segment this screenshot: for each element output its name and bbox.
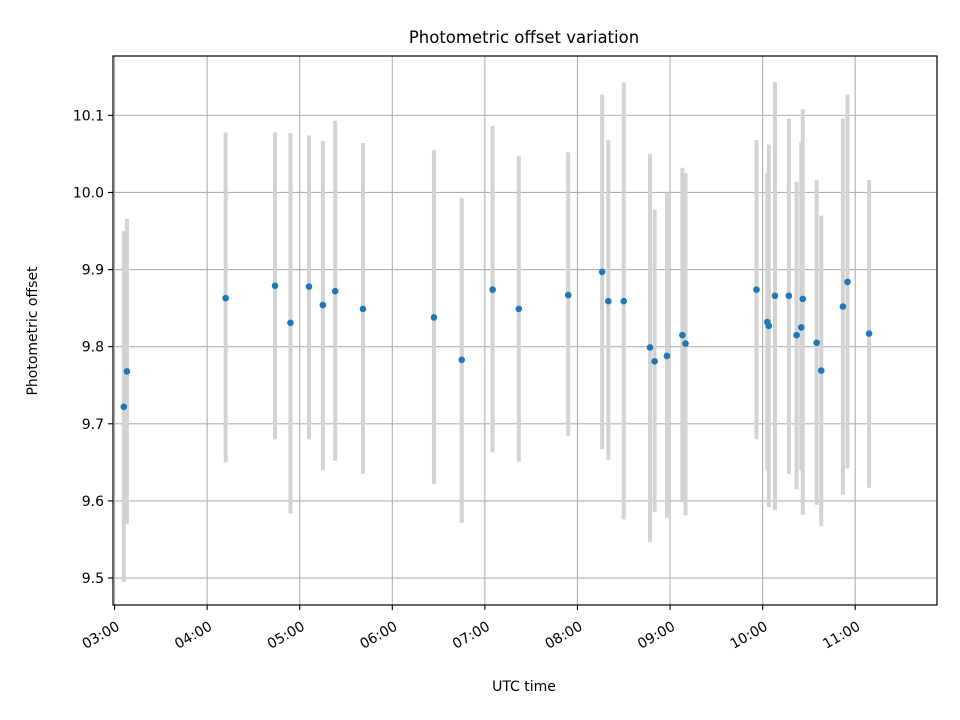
data-point bbox=[271, 282, 279, 290]
chart-title: Photometric offset variation bbox=[409, 28, 639, 47]
data-point bbox=[359, 305, 367, 313]
plot-area bbox=[113, 56, 937, 605]
data-point bbox=[489, 286, 496, 293]
y-tick-label: 9.9 bbox=[82, 263, 104, 279]
y-tick-label: 10.1 bbox=[73, 108, 104, 124]
data-point bbox=[430, 314, 438, 321]
data-point bbox=[663, 352, 671, 360]
data-point bbox=[515, 305, 523, 313]
data-point bbox=[646, 344, 654, 351]
data-point bbox=[813, 339, 820, 347]
y-tick-label: 9.6 bbox=[82, 494, 104, 510]
data-point bbox=[331, 287, 339, 295]
x-axis-label: UTC time bbox=[492, 679, 556, 695]
y-tick-label: 9.8 bbox=[82, 340, 104, 356]
data-point bbox=[844, 278, 851, 286]
data-point bbox=[123, 368, 131, 375]
y-tick-label: 10.0 bbox=[73, 185, 104, 201]
data-point bbox=[598, 268, 606, 276]
data-point bbox=[865, 330, 873, 337]
data-point bbox=[785, 292, 793, 300]
data-point bbox=[564, 291, 572, 299]
plot-frame bbox=[112, 55, 938, 606]
data-point bbox=[797, 324, 805, 331]
data-point bbox=[753, 286, 760, 293]
data-point bbox=[305, 283, 313, 290]
data-point bbox=[651, 358, 658, 365]
y-axis-label: Photometric offset bbox=[25, 266, 41, 396]
y-tick-label: 9.7 bbox=[82, 417, 104, 433]
data-point bbox=[765, 322, 773, 330]
data-point bbox=[620, 297, 628, 305]
data-point bbox=[771, 292, 779, 300]
data-point bbox=[817, 367, 825, 374]
data-point bbox=[120, 403, 128, 411]
data-point bbox=[605, 297, 612, 305]
data-point bbox=[222, 294, 229, 302]
data-point bbox=[839, 303, 847, 310]
data-point bbox=[799, 295, 807, 303]
data-point bbox=[319, 301, 327, 309]
grid-lines bbox=[113, 56, 937, 605]
data-point bbox=[287, 319, 294, 327]
y-axis-ticks: 9.5 9.6 9.7 9.8 9.9 10.0 10.1 bbox=[73, 108, 113, 587]
data-point bbox=[458, 356, 466, 364]
y-tick-label: 9.5 bbox=[82, 571, 104, 587]
data-point bbox=[793, 331, 800, 339]
data-point bbox=[682, 340, 689, 347]
data-points bbox=[120, 268, 873, 411]
data-point bbox=[679, 331, 686, 339]
